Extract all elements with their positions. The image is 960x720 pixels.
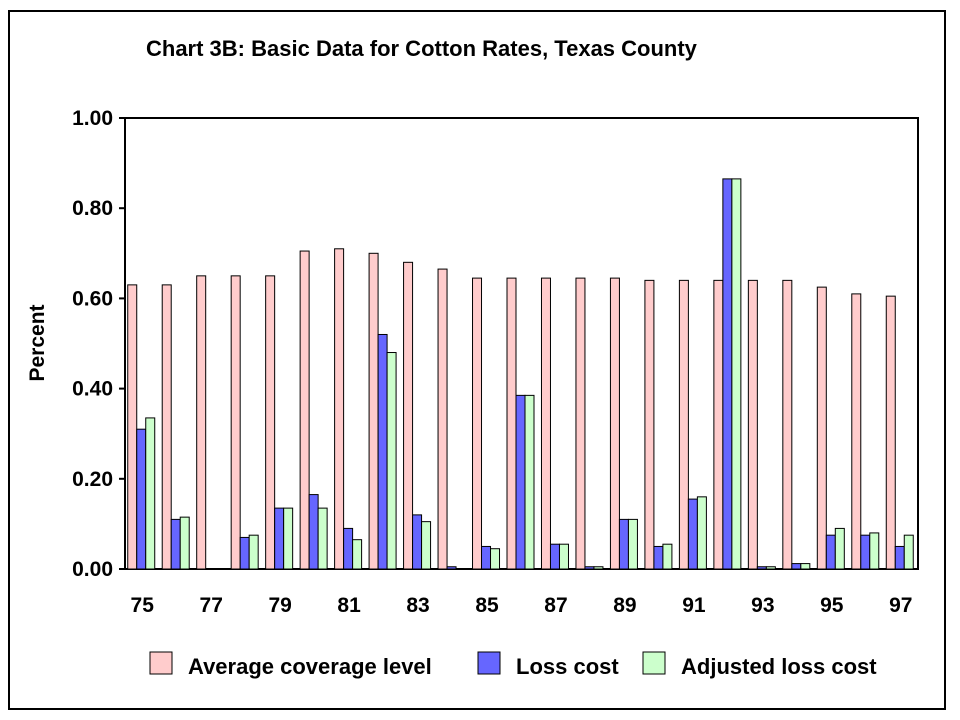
bar-coverage — [437, 268, 448, 570]
bar-coverage — [575, 277, 586, 570]
bar-loss-cost — [412, 514, 423, 570]
bar-loss-cost — [860, 534, 871, 570]
bar-coverage — [782, 279, 793, 570]
bar-coverage — [644, 279, 655, 570]
x-tick-label: 83 — [406, 594, 429, 617]
bar-coverage — [506, 277, 517, 570]
bar-coverage — [540, 277, 551, 570]
bar-coverage — [747, 279, 758, 570]
bar-loss-cost — [481, 545, 492, 570]
bar-loss-cost — [239, 536, 250, 570]
bars-group — [127, 178, 914, 570]
bar-loss-cost — [653, 545, 664, 570]
bar-coverage — [678, 279, 689, 570]
bar-adjusted-loss-cost — [800, 563, 811, 570]
legend-swatch — [642, 651, 666, 675]
bar-adjusted-loss-cost — [696, 496, 707, 570]
bar-loss-cost — [446, 566, 457, 570]
bar-coverage — [472, 277, 483, 570]
y-tick-label: 0.20 — [72, 468, 113, 491]
bar-loss-cost — [687, 498, 698, 570]
bar-adjusted-loss-cost — [593, 566, 604, 570]
bar-adjusted-loss-cost — [145, 417, 156, 570]
bar-loss-cost — [170, 518, 181, 570]
bar-adjusted-loss-cost — [662, 543, 673, 570]
bar-coverage — [299, 250, 310, 570]
bar-adjusted-loss-cost — [421, 521, 432, 570]
bar-adjusted-loss-cost — [834, 527, 845, 570]
bar-loss-cost — [894, 545, 905, 570]
x-tick-label: 95 — [820, 594, 844, 617]
bar-loss-cost — [825, 534, 836, 570]
bar-loss-cost — [377, 333, 388, 570]
x-tick-label: 85 — [475, 594, 499, 617]
bar-loss-cost — [343, 527, 354, 570]
x-tick-label: 93 — [751, 594, 774, 617]
y-tick-label: 0.80 — [72, 197, 113, 220]
y-axis: 0.00 0.20 0.40 0.60 0.80 1.00 — [72, 107, 125, 581]
y-tick-label: 1.00 — [72, 107, 113, 130]
bar-loss-cost — [756, 566, 767, 570]
legend-label: Average coverage level — [188, 654, 432, 679]
bar-loss-cost — [274, 507, 285, 570]
x-tick-label: 79 — [268, 594, 291, 617]
x-tick-label: 77 — [200, 594, 223, 617]
bar-coverage — [334, 248, 345, 570]
bar-loss-cost — [308, 494, 319, 570]
bar-adjusted-loss-cost — [317, 507, 328, 570]
bar-coverage — [368, 252, 379, 570]
legend-swatch — [149, 651, 173, 675]
bar-adjusted-loss-cost — [248, 534, 259, 570]
x-tick-label: 89 — [613, 594, 636, 617]
bar-loss-cost — [584, 566, 595, 570]
legend-swatch — [477, 651, 501, 675]
bar-adjusted-loss-cost — [524, 394, 535, 570]
bar-adjusted-loss-cost — [490, 548, 501, 570]
bar-adjusted-loss-cost — [558, 543, 569, 570]
bar-coverage — [609, 277, 620, 570]
bar-coverage — [403, 261, 414, 570]
bar-coverage — [127, 284, 138, 570]
bar-coverage — [230, 275, 241, 570]
legend-label: Loss cost — [516, 654, 619, 679]
x-axis: 75 77 79 81 83 85 87 89 91 93 95 97 — [131, 594, 913, 617]
bar-loss-cost — [722, 178, 733, 570]
x-tick-label: 81 — [337, 594, 361, 617]
bar-adjusted-loss-cost — [869, 532, 880, 570]
x-tick-label: 87 — [544, 594, 567, 617]
legend-label: Adjusted loss cost — [681, 654, 877, 679]
bar-coverage — [713, 279, 724, 570]
bar-adjusted-loss-cost — [352, 539, 363, 570]
bar-coverage — [265, 275, 276, 570]
y-tick-label: 0.00 — [72, 558, 113, 581]
chart-title: Chart 3B: Basic Data for Cotton Rates, T… — [146, 36, 697, 61]
bar-loss-cost — [618, 518, 629, 570]
bar-adjusted-loss-cost — [731, 178, 742, 570]
bar-adjusted-loss-cost — [283, 507, 294, 570]
bar-loss-cost — [515, 394, 526, 570]
bar-adjusted-loss-cost — [386, 352, 397, 570]
x-tick-label: 75 — [131, 594, 155, 617]
x-tick-label: 91 — [682, 594, 706, 617]
bar-adjusted-loss-cost — [179, 516, 190, 570]
bar-loss-cost — [549, 543, 560, 570]
y-tick-label: 0.60 — [72, 287, 113, 310]
bar-loss-cost — [136, 428, 147, 570]
x-tick-label: 97 — [889, 594, 912, 617]
bar-adjusted-loss-cost — [903, 534, 914, 570]
legend: Average coverage level Loss cost Adjusted … — [149, 651, 877, 679]
bar-adjusted-loss-cost — [627, 518, 638, 570]
y-tick-label: 0.40 — [72, 378, 113, 401]
y-axis-label: Percent — [26, 304, 49, 381]
bar-adjusted-loss-cost — [765, 566, 776, 570]
bar-coverage — [885, 295, 896, 570]
bar-coverage — [851, 293, 862, 570]
bar-loss-cost — [791, 563, 802, 570]
bar-coverage — [196, 275, 207, 570]
bar-coverage — [816, 286, 827, 570]
bar-coverage — [161, 284, 172, 570]
